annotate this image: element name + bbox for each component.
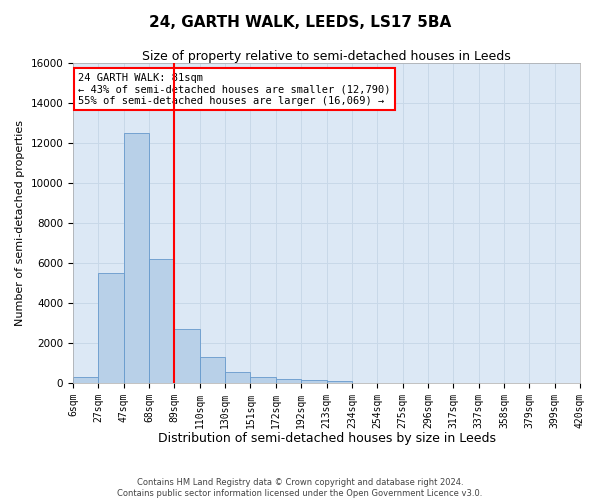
Text: Contains HM Land Registry data © Crown copyright and database right 2024.
Contai: Contains HM Land Registry data © Crown c… (118, 478, 482, 498)
Bar (200, 357, 225, 383)
Bar (98, 273, 124, 383)
X-axis label: Distribution of semi-detached houses by size in Leeds: Distribution of semi-detached houses by … (158, 432, 496, 445)
Bar (149, 259, 175, 383)
Text: 24 GARTH WALK: 81sqm
← 43% of semi-detached houses are smaller (12,790)
55% of s: 24 GARTH WALK: 81sqm ← 43% of semi-detac… (78, 72, 391, 106)
Y-axis label: Number of semi-detached properties: Number of semi-detached properties (15, 120, 25, 326)
Text: 24, GARTH WALK, LEEDS, LS17 5BA: 24, GARTH WALK, LEEDS, LS17 5BA (149, 15, 451, 30)
Bar (124, 133, 149, 383)
Title: Size of property relative to semi-detached houses in Leeds: Size of property relative to semi-detach… (142, 50, 511, 63)
Bar (276, 379, 301, 383)
Bar (225, 372, 250, 383)
Bar (73, 377, 98, 383)
Bar (301, 380, 326, 383)
Bar (175, 329, 200, 383)
Bar (326, 381, 352, 383)
Bar (250, 378, 276, 383)
